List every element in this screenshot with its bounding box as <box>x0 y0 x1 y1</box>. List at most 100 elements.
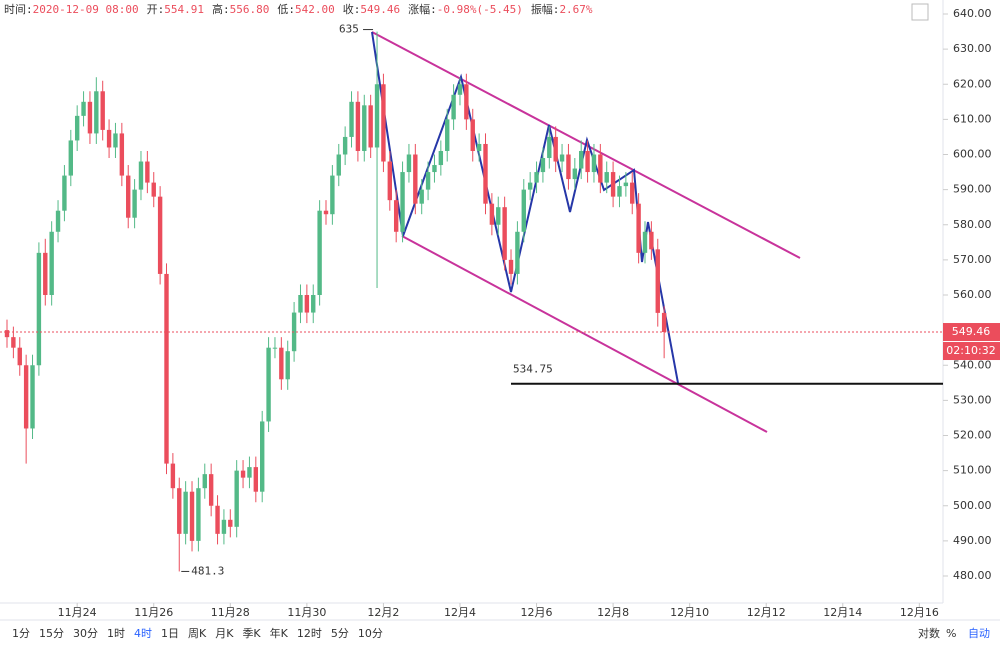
candle-body <box>298 295 303 313</box>
candle-body <box>591 154 597 173</box>
x-tick-label: 12月10 <box>670 606 709 619</box>
y-tick-label: 600.00 <box>953 148 992 161</box>
candle-body <box>247 467 252 478</box>
interval-button[interactable]: 年K <box>270 626 289 640</box>
zigzag <box>371 31 679 384</box>
candle-body <box>381 84 386 162</box>
y-tick-label: 510.00 <box>953 464 992 477</box>
candle-body <box>266 347 271 422</box>
candle-body <box>228 519 233 527</box>
candle-body <box>521 189 526 232</box>
candle-body <box>661 312 667 333</box>
candle-body <box>196 488 201 541</box>
candle-body <box>419 189 424 204</box>
candle-body <box>215 505 220 534</box>
candle-body <box>36 252 42 366</box>
candle-body <box>151 182 156 197</box>
candle-body <box>208 474 214 506</box>
candle-body <box>285 351 290 380</box>
candle-body <box>202 474 207 489</box>
candle-body <box>68 140 73 176</box>
header-value: 549.46 <box>360 3 400 16</box>
x-tick-label: 11月24 <box>58 606 97 619</box>
candle-body <box>515 231 520 274</box>
candle-body <box>43 252 48 295</box>
interval-button[interactable]: 5分 <box>331 627 349 640</box>
candle-body <box>387 161 392 201</box>
candle-body <box>221 519 227 534</box>
option-button[interactable]: 对数 <box>918 626 940 640</box>
candle-body <box>279 347 284 380</box>
x-tick-label: 12月4 <box>444 606 476 619</box>
support-label: 534.75 <box>513 363 553 376</box>
candle-body <box>355 101 361 151</box>
price-box <box>943 323 1000 342</box>
candle-body <box>234 470 239 527</box>
y-tick-label: 580.00 <box>953 218 992 231</box>
settings-icon[interactable] <box>911 3 929 21</box>
candle-body <box>540 158 546 173</box>
interval-button[interactable]: 月K <box>215 627 234 640</box>
interval-button[interactable]: 1分 <box>12 627 30 640</box>
header-value: 542.00 <box>295 3 335 16</box>
header-label: 高: <box>212 2 230 16</box>
candle-body <box>470 119 475 151</box>
candle-body <box>138 161 144 190</box>
x-tick-label: 12月6 <box>521 606 553 619</box>
trend-drawings <box>371 31 801 433</box>
x-tick-label: 12月8 <box>597 606 629 619</box>
header-label: 振幅: <box>531 2 560 16</box>
candle-body <box>476 143 482 151</box>
candle-body <box>342 136 348 155</box>
x-tick-label: 12月12 <box>747 606 786 619</box>
candle-body <box>311 295 316 313</box>
interval-button[interactable]: 4时 <box>134 627 152 640</box>
header-label: 涨幅: <box>408 3 437 16</box>
header-value: 2020-12-09 08:00 <box>33 3 139 16</box>
candle-body <box>126 175 131 218</box>
candle-body <box>406 154 412 173</box>
candle-body <box>317 210 322 295</box>
interval-button[interactable]: 30分 <box>73 627 98 640</box>
candle-body <box>572 168 578 180</box>
candle-body <box>400 172 405 232</box>
candle-body <box>655 249 660 313</box>
y-tick-label: 480.00 <box>953 569 992 582</box>
interval-button[interactable]: 15分 <box>39 627 64 640</box>
option-button[interactable]: % <box>946 627 956 640</box>
interval-button[interactable]: 10分 <box>358 627 383 640</box>
candle-body <box>189 491 195 541</box>
candle-body <box>74 115 80 141</box>
candle-body <box>253 467 259 492</box>
y-tick-label: 630.00 <box>953 42 992 55</box>
y-tick-label: 590.00 <box>953 183 992 196</box>
candle-body <box>62 175 67 211</box>
y-tick-label: 490.00 <box>953 534 992 547</box>
candle-body <box>170 463 176 489</box>
candle-body <box>559 154 565 162</box>
candle-body <box>30 365 35 429</box>
candle-body <box>119 133 125 176</box>
candle-body <box>368 105 373 148</box>
interval-button[interactable]: 1日 <box>161 627 179 640</box>
candle-body <box>566 154 571 180</box>
candle-body <box>413 154 418 204</box>
candle-body <box>17 347 22 366</box>
low-annotation: 481.3 <box>191 564 224 577</box>
interval-button[interactable]: 12时 <box>297 627 322 640</box>
y-tick-label: 540.00 <box>953 358 992 371</box>
candle-body <box>157 196 163 274</box>
header-value: 554.91 <box>164 3 204 16</box>
candle-body <box>330 175 335 215</box>
candle-body <box>349 101 354 137</box>
candle-body <box>610 172 616 197</box>
option-button[interactable]: 自动 <box>968 627 990 640</box>
interval-button[interactable]: 季K <box>242 627 261 640</box>
interval-button[interactable]: 1时 <box>107 627 125 640</box>
y-tick-label: 610.00 <box>953 112 992 125</box>
candle-body <box>642 231 648 253</box>
interval-button[interactable]: 周K <box>188 627 207 640</box>
y-tick-label: 560.00 <box>953 288 992 301</box>
